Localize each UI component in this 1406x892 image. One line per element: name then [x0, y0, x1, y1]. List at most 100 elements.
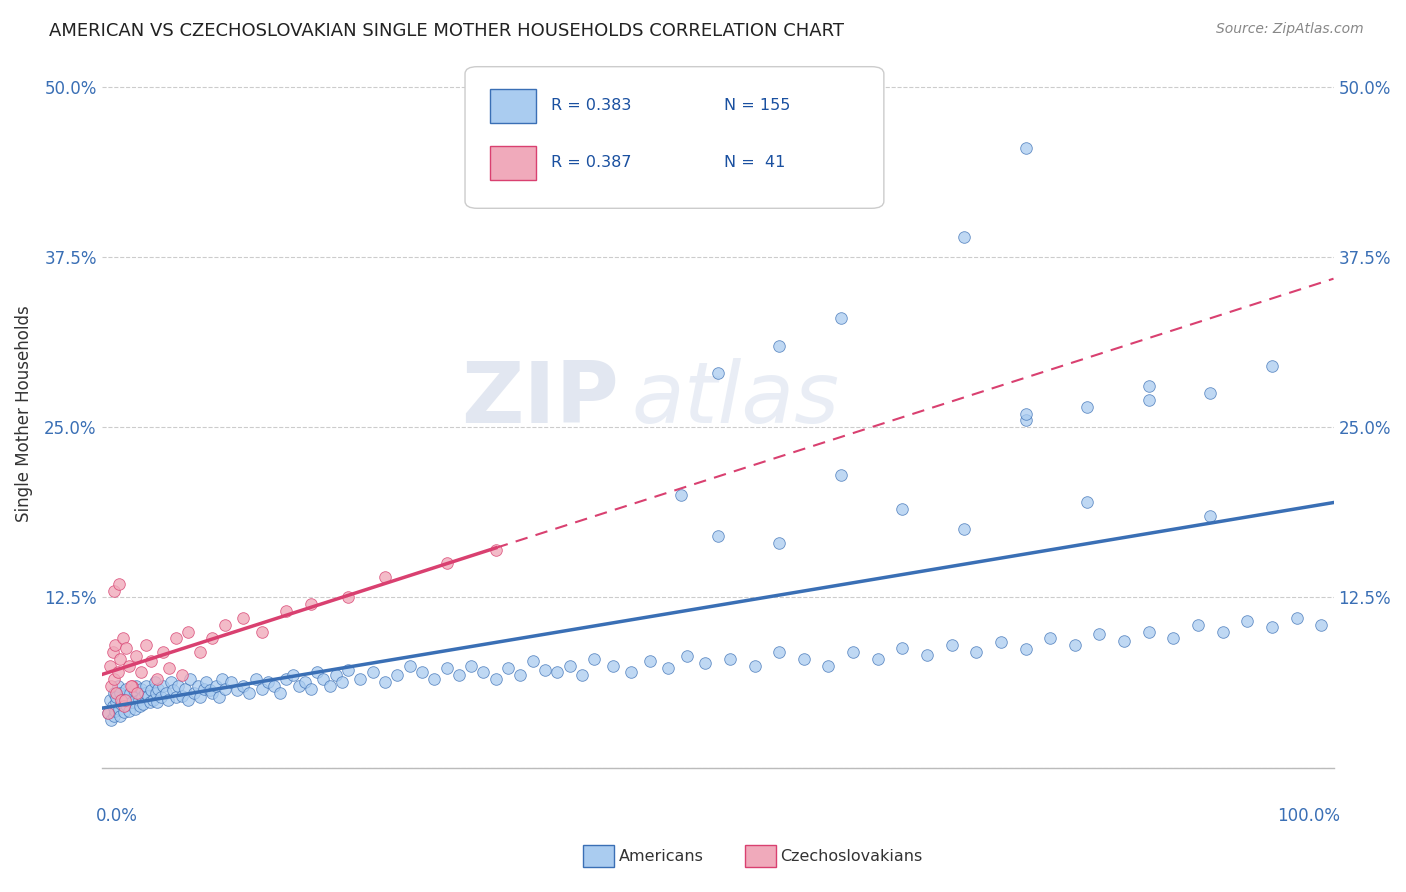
Point	[108, 702, 131, 716]
Point	[107, 679, 129, 693]
Point	[325, 668, 347, 682]
Point	[201, 686, 224, 700]
Point	[125, 679, 148, 693]
Point	[98, 692, 121, 706]
Point	[263, 679, 285, 693]
Point	[121, 695, 143, 709]
Point	[768, 536, 790, 550]
Point	[232, 611, 254, 625]
Point	[1076, 495, 1098, 509]
Point	[620, 665, 643, 680]
Point	[177, 624, 200, 639]
Text: 0.0%: 0.0%	[96, 806, 138, 824]
Point	[146, 672, 169, 686]
Point	[97, 706, 120, 721]
Point	[226, 683, 249, 698]
Point	[125, 648, 148, 663]
Point	[104, 704, 127, 718]
Point	[131, 690, 153, 704]
FancyBboxPatch shape	[489, 146, 537, 180]
Point	[1310, 617, 1333, 632]
Point	[152, 679, 174, 693]
Point	[250, 624, 273, 639]
Point	[112, 699, 135, 714]
Point	[718, 652, 741, 666]
Text: N = 155: N = 155	[724, 98, 790, 113]
Point	[98, 658, 121, 673]
Point	[157, 661, 180, 675]
Point	[276, 672, 298, 686]
Point	[188, 645, 211, 659]
Point	[1163, 632, 1185, 646]
Point	[170, 668, 193, 682]
FancyBboxPatch shape	[489, 89, 537, 123]
Text: Source: ZipAtlas.com: Source: ZipAtlas.com	[1216, 22, 1364, 37]
Point	[349, 672, 371, 686]
Point	[103, 583, 125, 598]
Point	[115, 640, 138, 655]
Point	[1261, 359, 1284, 373]
Point	[100, 713, 122, 727]
Point	[294, 674, 316, 689]
Text: R = 0.387: R = 0.387	[551, 155, 631, 169]
Point	[1261, 620, 1284, 634]
Point	[104, 638, 127, 652]
Point	[162, 683, 184, 698]
Point	[1088, 627, 1111, 641]
Point	[558, 658, 581, 673]
Point	[1199, 386, 1222, 401]
Point	[941, 638, 963, 652]
Point	[744, 658, 766, 673]
Point	[1076, 400, 1098, 414]
Point	[138, 689, 160, 703]
Point	[953, 522, 976, 536]
Point	[485, 672, 508, 686]
Point	[1212, 624, 1234, 639]
Point	[100, 679, 122, 693]
Point	[115, 698, 138, 712]
Point	[155, 686, 177, 700]
Point	[193, 681, 215, 696]
Point	[103, 686, 125, 700]
Point	[318, 679, 340, 693]
Point	[1137, 624, 1160, 639]
Point	[436, 661, 458, 675]
Point	[110, 697, 132, 711]
FancyBboxPatch shape	[465, 67, 884, 209]
Point	[706, 366, 728, 380]
Point	[509, 668, 531, 682]
Point	[411, 665, 433, 680]
Point	[120, 679, 142, 693]
Point	[139, 683, 162, 698]
Point	[103, 672, 125, 686]
Point	[793, 652, 815, 666]
Text: N =  41: N = 41	[724, 155, 785, 169]
Point	[115, 681, 138, 696]
Point	[108, 652, 131, 666]
Point	[111, 692, 134, 706]
Point	[149, 690, 172, 704]
Point	[118, 686, 141, 700]
Point	[148, 681, 170, 696]
Text: Czechoslovakians: Czechoslovakians	[780, 849, 922, 863]
Point	[108, 709, 131, 723]
Y-axis label: Single Mother Households: Single Mother Households	[15, 305, 32, 522]
Point	[128, 699, 150, 714]
Point	[124, 702, 146, 716]
Point	[145, 686, 167, 700]
Point	[1014, 141, 1036, 155]
Point	[276, 604, 298, 618]
Point	[583, 652, 606, 666]
Point	[423, 672, 446, 686]
Point	[118, 658, 141, 673]
Point	[706, 529, 728, 543]
Point	[990, 635, 1012, 649]
Text: Americans: Americans	[619, 849, 703, 863]
Point	[336, 663, 359, 677]
Point	[103, 709, 125, 723]
Point	[485, 542, 508, 557]
Point	[174, 681, 197, 696]
Point	[374, 674, 396, 689]
Point	[447, 668, 470, 682]
Point	[238, 686, 260, 700]
